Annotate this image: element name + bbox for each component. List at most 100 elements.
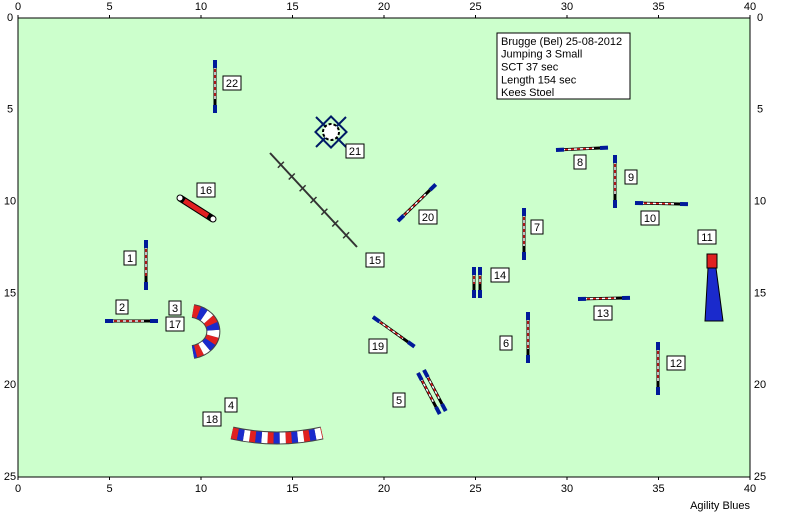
jump: [422, 369, 448, 413]
wing: [396, 213, 406, 223]
obstacle-number: 16: [200, 185, 212, 197]
obstacle-number-box: [168, 300, 182, 316]
dog-walk-slat: [309, 196, 318, 204]
wing: [440, 403, 448, 413]
obstacle-number: 17: [169, 319, 181, 331]
wing: [416, 372, 424, 382]
obstacle-number-box: [593, 305, 613, 321]
obstacle-number: 15: [369, 255, 381, 267]
x-axis-label: 0: [15, 1, 21, 13]
wing: [371, 315, 381, 324]
obstacle-number: 14: [494, 270, 506, 282]
obstacle-number-box: [499, 335, 513, 351]
x-axis-label: 40: [744, 483, 756, 495]
x-axis-label: 15: [286, 1, 298, 13]
jump: [371, 315, 416, 349]
jump-bar: [561, 147, 595, 151]
jump: [634, 201, 689, 207]
dog-walk-slat: [288, 172, 296, 181]
jump-bar: [401, 193, 427, 218]
obstacle-number: 8: [577, 157, 583, 169]
tire: [314, 115, 348, 149]
x-axis-label: 40: [744, 1, 756, 13]
obstacle-number-box: [640, 210, 660, 226]
x-axis-label: 35: [652, 483, 664, 495]
obstacle-number-box: [490, 267, 510, 283]
jump-bar: [583, 297, 617, 300]
obstacle-number: 18: [206, 414, 218, 426]
jump: [396, 182, 438, 223]
obstacle-number: 12: [670, 358, 682, 370]
obstacles: [176, 115, 724, 445]
obstacle-number: 5: [396, 395, 402, 407]
obstacle-number-box: [196, 182, 216, 198]
x-axis-label: 25: [469, 483, 481, 495]
jump-bar: [561, 147, 595, 151]
tunnel: [191, 304, 221, 359]
obstacle-number-box: [224, 397, 238, 413]
a-frame: [704, 253, 724, 322]
obstacle-number: 20: [422, 212, 434, 224]
x-axis-label: 10: [195, 483, 207, 495]
obstacle-number: 6: [503, 338, 509, 350]
x-axis-label: 25: [469, 1, 481, 13]
dog-walk-slat: [331, 219, 339, 228]
info-line: Kees Stoel: [501, 87, 554, 99]
obstacle-number-box: [573, 154, 587, 170]
obstacle-number-box: [345, 143, 365, 159]
obstacle-number-box: [165, 316, 185, 332]
obstacle-number-box: [222, 75, 242, 91]
panel-jump: [176, 194, 217, 223]
jump-bar: [377, 319, 404, 340]
x-axis-label: 5: [106, 1, 112, 13]
jump-bar: [426, 374, 440, 400]
obstacle-number: 1: [127, 253, 133, 265]
wing: [434, 406, 442, 416]
x-axis-label: 10: [195, 1, 207, 13]
obstacle-number: 10: [644, 213, 656, 225]
y-axis-label: 15: [4, 287, 16, 299]
x-axis-label: 35: [652, 1, 664, 13]
y-axis-label: 25: [754, 471, 766, 483]
credit: Agility Blues: [690, 500, 750, 512]
jump: [416, 372, 442, 416]
y-axis-label: 20: [4, 379, 16, 391]
y-axis-label: 0: [757, 12, 763, 24]
jump-bar: [640, 202, 675, 205]
obstacle-number-box: [418, 209, 438, 225]
obstacle-number-box: [368, 338, 388, 354]
obstacle-number-box: [624, 169, 638, 185]
dog-walk-slat: [299, 184, 307, 192]
info-line: Length 154 sec: [501, 74, 577, 86]
jump-bar: [420, 377, 434, 403]
dog-walk-slat: [277, 161, 285, 169]
obstacle-number-box: [666, 355, 686, 371]
y-axis-label: 0: [7, 12, 13, 24]
obstacle-number: 19: [372, 341, 384, 353]
jump: [555, 145, 609, 152]
wing: [406, 340, 416, 349]
x-axis-label: 15: [286, 483, 298, 495]
x-axis-label: 30: [561, 1, 573, 13]
obstacle-number: 7: [534, 222, 540, 234]
wing: [422, 369, 430, 379]
dog-walk-slat: [342, 231, 350, 239]
info-line: SCT 37 sec: [501, 62, 559, 74]
obstacle-number-box: [115, 299, 129, 315]
wing: [428, 182, 438, 192]
y-axis-label: 5: [7, 104, 13, 116]
jump-bar: [583, 297, 617, 300]
x-axis-label: 5: [106, 483, 112, 495]
jump-bar: [420, 377, 434, 403]
obstacle-number: 4: [228, 400, 234, 412]
y-axis-label: 5: [757, 104, 763, 116]
info-line: Jumping 3 Small: [501, 49, 582, 61]
x-axis-label: 20: [378, 1, 390, 13]
obstacle-number: 2: [119, 302, 125, 314]
y-axis-label: 20: [754, 379, 766, 391]
obstacle-number: 13: [597, 308, 609, 320]
obstacle-number: 11: [701, 232, 712, 244]
obstacle-number-box: [697, 229, 717, 245]
x-axis-label: 20: [378, 483, 390, 495]
